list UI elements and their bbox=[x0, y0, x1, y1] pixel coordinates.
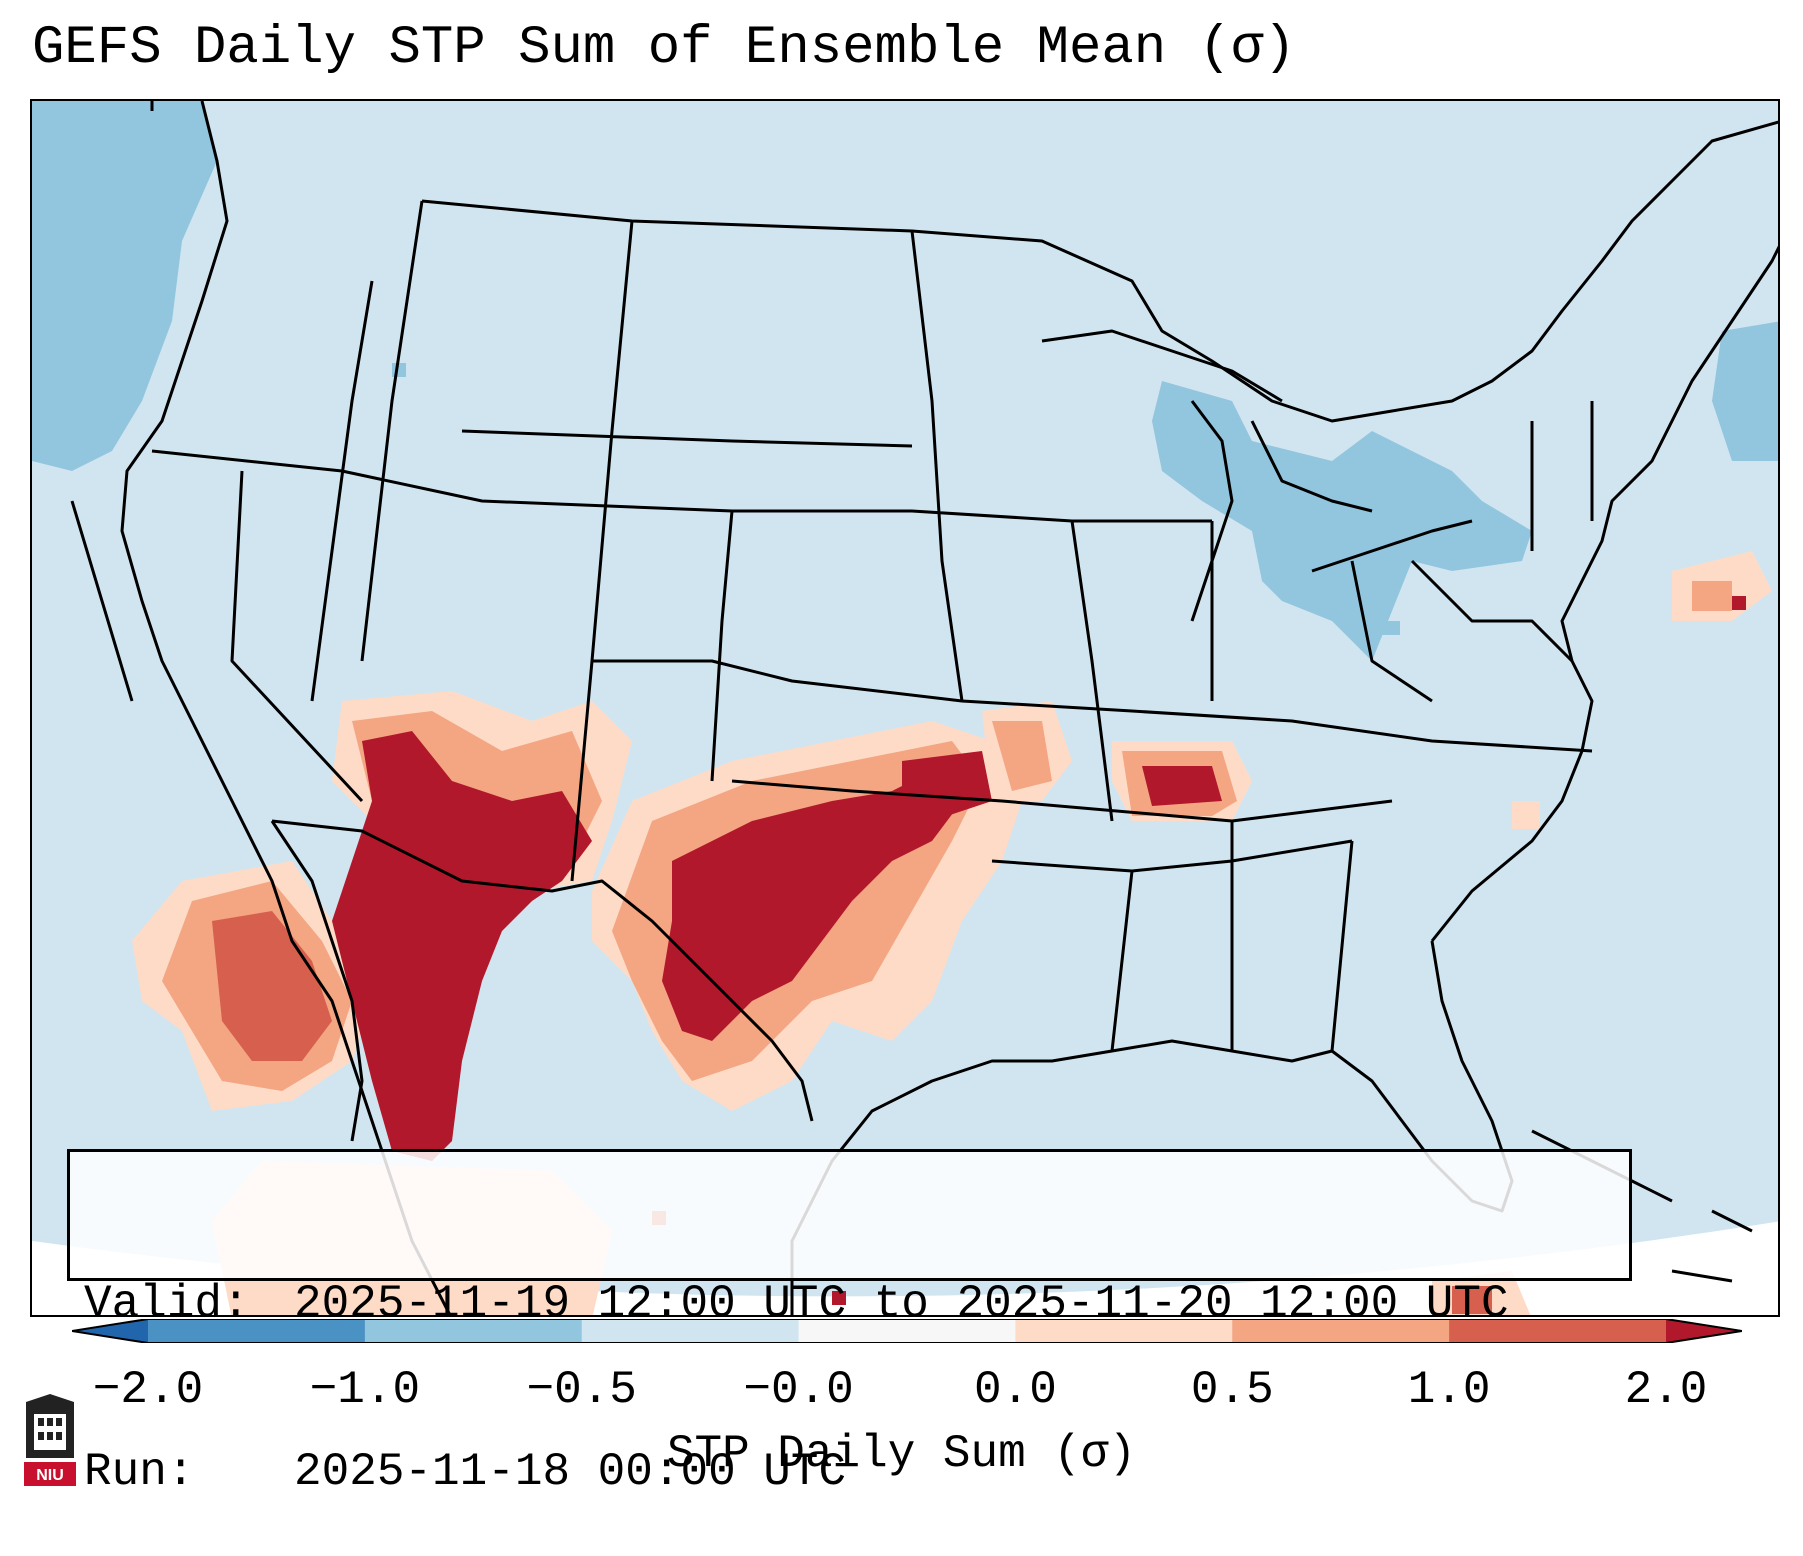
colorbar-tick-label: 0.0 bbox=[974, 1364, 1057, 1416]
colorbar-tick-label: −0.0 bbox=[743, 1364, 854, 1416]
map-canvas bbox=[32, 101, 1778, 1315]
colorbar-tick-label: −0.5 bbox=[526, 1364, 637, 1416]
map-field-background bbox=[32, 101, 1778, 1315]
colorbar-bin bbox=[364, 1319, 583, 1343]
colorbar-tick-label: 0.5 bbox=[1190, 1364, 1274, 1416]
boundary-lines bbox=[70, 101, 1778, 1315]
map-panel bbox=[30, 99, 1780, 1317]
great-lakes bbox=[1041, 329, 1473, 622]
colorbar-bin bbox=[1449, 1319, 1667, 1343]
idaho-negative-cell bbox=[392, 363, 406, 377]
colorbar-bin bbox=[1232, 1319, 1450, 1343]
niu-logo: NIU bbox=[24, 1394, 76, 1486]
run-value: 2025-11-18 00:00 UTC bbox=[294, 1446, 847, 1498]
pacific-negative-region bbox=[32, 101, 217, 471]
colorbar-tick-label: 1.0 bbox=[1407, 1364, 1491, 1416]
colorbar-bin bbox=[1015, 1319, 1233, 1343]
coastline-west bbox=[120, 101, 452, 1315]
ohio-negative-cell bbox=[1372, 621, 1400, 635]
niu-logo-text: NIU bbox=[36, 1467, 64, 1484]
negative-anomaly-regions bbox=[32, 101, 1778, 661]
colorbar-tick-label: −1.0 bbox=[309, 1364, 421, 1416]
great-lakes-negative-region bbox=[1152, 381, 1532, 661]
colorbar-bin bbox=[581, 1319, 800, 1343]
run-label: Run: bbox=[84, 1446, 195, 1498]
colorbar-tick-label: 2.0 bbox=[1624, 1364, 1708, 1416]
state-borders bbox=[70, 200, 1594, 1052]
colorbar-tick-label: −2.0 bbox=[92, 1364, 204, 1416]
valid-run-info-box: Valid: 2025-11-19 12:00 UTC to 2025-11-20… bbox=[67, 1149, 1632, 1498]
chart-title: GEFS Daily STP Sum of Ensemble Mean (σ) bbox=[32, 18, 1296, 79]
baja-coast bbox=[270, 820, 364, 1142]
run-row: Run: 2025-11-18 00:00 UTC bbox=[84, 1444, 1629, 1500]
colorbar-bin bbox=[148, 1319, 366, 1343]
colorbar bbox=[72, 1319, 1742, 1343]
colorbar-over-extension bbox=[1666, 1319, 1742, 1343]
colorbar-ticks: −2.0 −1.0 −0.5 −0.0 0.0 0.5 1.0 2.0 bbox=[0, 1364, 1803, 1424]
colorbar-bin bbox=[798, 1319, 1016, 1343]
colorbar-under-extension bbox=[72, 1319, 148, 1343]
colorbar-bins bbox=[148, 1319, 1667, 1343]
coastline-east bbox=[1430, 245, 1778, 942]
mexico-border bbox=[271, 819, 814, 1122]
colorbar-label: STP Daily Sum (σ) bbox=[666, 1428, 1137, 1480]
canada-border bbox=[150, 101, 1778, 423]
atlantic-negative-region bbox=[1712, 321, 1778, 461]
